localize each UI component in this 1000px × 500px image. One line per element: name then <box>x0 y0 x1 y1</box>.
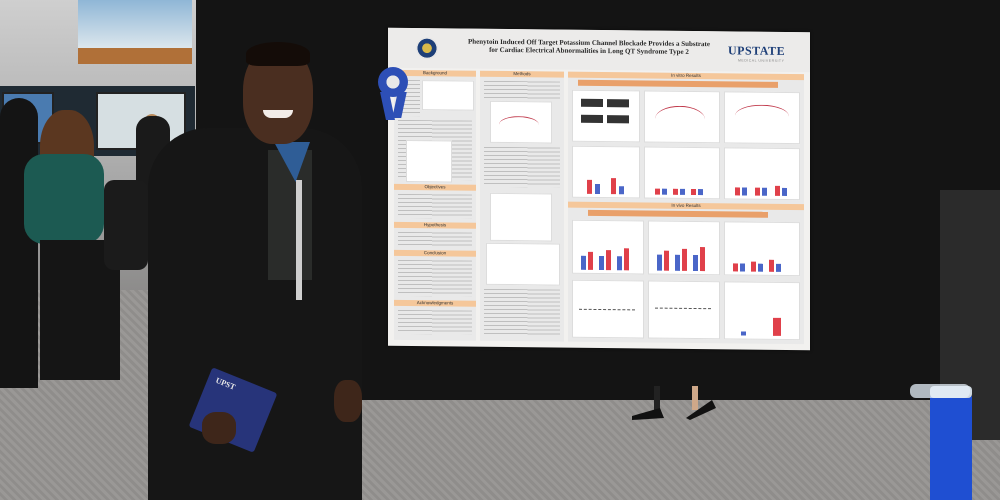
section-invivo-results: In vivo Results <box>568 201 804 211</box>
figure-current-density <box>572 89 640 143</box>
award-ribbon-icon <box>378 67 408 97</box>
bar-chart-invivo-3 <box>724 221 800 277</box>
bar-chart-peak-density <box>572 145 640 199</box>
presenter-hand-right <box>334 380 362 422</box>
figure-ecg <box>406 139 452 183</box>
bar-chart-activation-kinetics <box>644 146 720 200</box>
section-acknowledgments: Acknowledgments <box>394 299 476 307</box>
invivo-banner <box>588 209 768 218</box>
section-objectives: Objectives <box>394 183 476 191</box>
water-bottle <box>930 392 972 500</box>
figure-current-trace <box>490 100 552 144</box>
attendee-left <box>0 98 38 388</box>
poster-column-results: In vitro Results In vivo Resul <box>568 71 804 345</box>
attendee-bag <box>104 180 148 270</box>
invitro-banner <box>578 79 778 88</box>
line-chart-invivo-1 <box>572 279 644 339</box>
bar-chart-invivo-1 <box>572 219 644 275</box>
university-seal-icon <box>416 37 438 60</box>
water-bottle-lid <box>910 384 970 398</box>
presenter-shirt <box>268 150 312 280</box>
poster-column-methods: Methods <box>480 70 564 342</box>
legs-behind-board <box>632 386 716 420</box>
poster-logo-subtext: MEDICAL UNIVERSITY <box>738 58 785 63</box>
bar-chart-deactivation-kinetics <box>724 147 800 201</box>
section-hypothesis: Hypothesis <box>394 221 476 229</box>
figure-activation <box>644 90 720 144</box>
presenter-hand-left <box>202 412 236 444</box>
research-poster: Phenytoin Induced Off Target Potassium C… <box>388 27 810 351</box>
window-frame <box>78 48 192 64</box>
figure-protocol <box>490 192 552 242</box>
presenter-smile <box>263 110 293 118</box>
figure-inactivation <box>724 91 800 145</box>
folder-text: UPST <box>214 375 237 392</box>
ceiling-window <box>78 0 192 50</box>
presenter-lanyard <box>296 180 302 300</box>
figure-schematic <box>486 242 560 286</box>
figure-background <box>422 80 474 111</box>
attendee-sweater <box>24 154 104 244</box>
presenter-hair <box>246 42 310 66</box>
bar-chart-invivo-2 <box>648 220 720 276</box>
section-conclusion: Conclusion <box>394 249 476 257</box>
poster-logo: UPSTATE <box>728 43 786 58</box>
poster-column-left: Background Objectives Hypothesis Conclus… <box>394 69 476 341</box>
section-invitro-results: In vitro Results <box>568 71 804 81</box>
section-methods: Methods <box>480 70 564 78</box>
line-chart-invivo-2 <box>648 280 720 340</box>
bar-chart-invivo-4 <box>724 281 800 341</box>
poster-title: Phenytoin Induced Off Target Potassium C… <box>454 37 724 56</box>
